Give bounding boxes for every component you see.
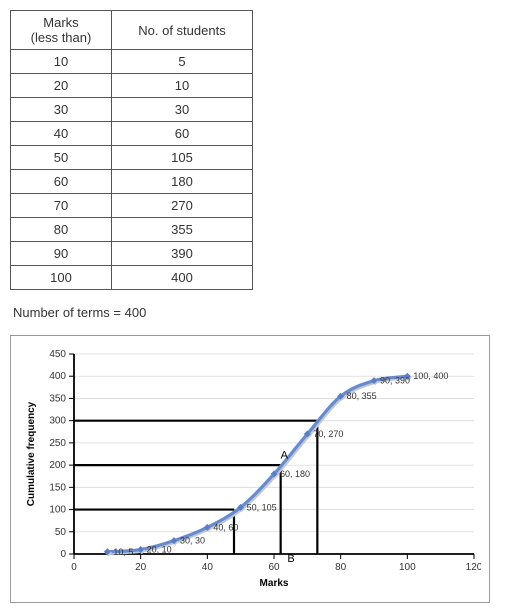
col-marks-header: Marks (less than) <box>11 11 112 50</box>
cell-students: 60 <box>112 122 253 146</box>
cell-students: 355 <box>112 218 253 242</box>
col-students-header: No. of students <box>112 11 253 50</box>
svg-text:400: 400 <box>49 371 66 382</box>
cell-marks: 30 <box>11 98 112 122</box>
ogive-chart-svg: 0 20 40 60 80 100 120 0 50 100 150 200 250 300 350 400 4… <box>19 344 481 594</box>
cell-students: 400 <box>112 266 253 290</box>
table-row: 80355 <box>11 218 253 242</box>
terms-note: Number of terms = 400 <box>13 305 508 320</box>
svg-text:450: 450 <box>49 349 66 360</box>
svg-text:90, 390: 90, 390 <box>380 376 410 386</box>
table-row: 2010 <box>11 74 253 98</box>
table-row: 60180 <box>11 170 253 194</box>
svg-text:20: 20 <box>135 562 147 573</box>
table-row: 50105 <box>11 146 253 170</box>
ogive-chart: 0 20 40 60 80 100 120 0 50 100 150 200 250 300 350 400 4… <box>10 335 490 603</box>
svg-text:60, 180: 60, 180 <box>280 469 310 479</box>
table-row: 70270 <box>11 194 253 218</box>
cell-marks: 60 <box>11 170 112 194</box>
col-marks-header-l2: (less than) <box>11 30 111 45</box>
cell-marks: 90 <box>11 242 112 266</box>
table-row: 90390 <box>11 242 253 266</box>
svg-text:150: 150 <box>49 482 66 493</box>
svg-text:40, 60: 40, 60 <box>213 522 238 532</box>
cell-marks: 100 <box>11 266 112 290</box>
cell-students: 105 <box>112 146 253 170</box>
svg-text:100: 100 <box>399 562 416 573</box>
svg-text:120: 120 <box>466 562 481 573</box>
svg-text:250: 250 <box>49 438 66 449</box>
svg-text:100, 400: 100, 400 <box>413 371 448 381</box>
svg-text:10, 5: 10, 5 <box>113 547 133 557</box>
svg-text:80, 355: 80, 355 <box>347 391 377 401</box>
svg-text:350: 350 <box>49 393 66 404</box>
svg-text:50: 50 <box>55 527 67 538</box>
cell-students: 5 <box>112 50 253 74</box>
cell-marks: 50 <box>11 146 112 170</box>
cell-marks: 80 <box>11 218 112 242</box>
cell-students: 30 <box>112 98 253 122</box>
svg-text:40: 40 <box>202 562 214 573</box>
svg-text:20, 10: 20, 10 <box>147 545 172 555</box>
svg-text:Marks: Marks <box>260 578 289 589</box>
cell-students: 270 <box>112 194 253 218</box>
cell-marks: 40 <box>11 122 112 146</box>
svg-text:70, 270: 70, 270 <box>313 429 343 439</box>
col-marks-header-l1: Marks <box>11 15 111 30</box>
table-row: 105 <box>11 50 253 74</box>
svg-text:50, 105: 50, 105 <box>247 502 277 512</box>
svg-text:100: 100 <box>49 505 66 516</box>
svg-text:200: 200 <box>49 460 66 471</box>
cell-marks: 70 <box>11 194 112 218</box>
marks-table: Marks (less than) No. of students 105201… <box>10 10 253 290</box>
cell-students: 390 <box>112 242 253 266</box>
cell-marks: 10 <box>11 50 112 74</box>
svg-text:A: A <box>281 449 289 461</box>
svg-text:60: 60 <box>268 562 280 573</box>
svg-text:300: 300 <box>49 416 66 427</box>
svg-text:0: 0 <box>71 562 77 573</box>
cell-marks: 20 <box>11 74 112 98</box>
cell-students: 10 <box>112 74 253 98</box>
table-row: 4060 <box>11 122 253 146</box>
cell-students: 180 <box>112 170 253 194</box>
svg-text:30, 30: 30, 30 <box>180 536 205 546</box>
svg-text:B: B <box>287 553 294 565</box>
svg-text:0: 0 <box>60 549 66 560</box>
svg-text:Cumulative frequency: Cumulative frequency <box>26 401 37 506</box>
table-row: 3030 <box>11 98 253 122</box>
svg-text:80: 80 <box>335 562 347 573</box>
table-row: 100400 <box>11 266 253 290</box>
